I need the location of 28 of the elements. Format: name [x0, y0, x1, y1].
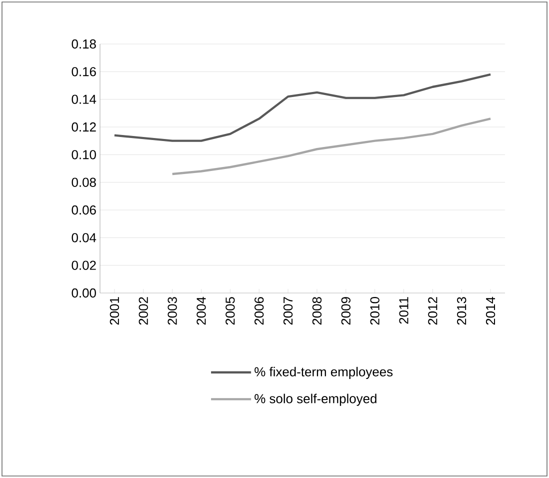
x-tick-label: 2008	[312, 297, 322, 325]
y-tick-label: 0.16	[72, 67, 96, 76]
y-tick-label: 0.18	[72, 39, 96, 49]
x-tick-label: 2002	[138, 297, 148, 325]
line-series	[113, 73, 492, 142]
x-tick-label: 2001	[110, 297, 120, 325]
x-tick-label: 2006	[254, 297, 264, 325]
y-tick-label: 0.12	[72, 122, 96, 132]
y-tick-label: 0.00	[72, 288, 96, 298]
x-tick-label: 2014	[486, 296, 496, 325]
x-tick-label: 2004	[196, 296, 206, 325]
y-tick-label: 0.08	[72, 178, 96, 187]
x-tick-label: 2007	[283, 297, 293, 325]
legend-label: % fixed-term employees	[254, 366, 393, 379]
legend-label: % solo self-employed	[254, 394, 376, 406]
x-tick-label: 2003	[168, 297, 177, 325]
y-tick-label: 0.06	[72, 205, 96, 215]
x-tick-label: 2010	[370, 297, 380, 325]
y-tick-label: 0.14	[72, 94, 96, 104]
x-tick-label: 2012	[428, 297, 438, 325]
x-tick-label: 2005	[226, 297, 235, 325]
line-series	[171, 118, 492, 176]
y-tick-label: 0.02	[72, 260, 96, 270]
x-tick-label: 2013	[457, 297, 466, 325]
y-tick-label: 0.10	[72, 150, 96, 160]
x-tick-label: 2009	[341, 297, 350, 325]
x-tick-label: 2011	[399, 297, 408, 324]
y-tick-label: 0.04	[72, 233, 96, 242]
